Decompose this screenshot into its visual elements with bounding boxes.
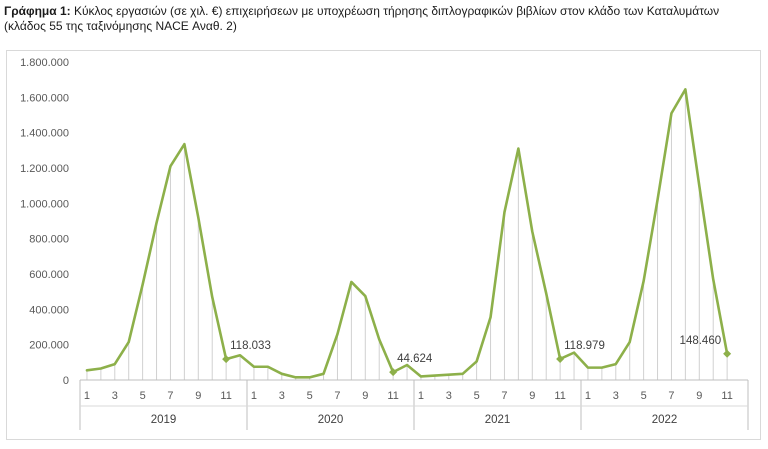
x-tick-label: 5 <box>474 390 480 402</box>
x-tick-label: 5 <box>140 390 146 402</box>
y-tick-label: 1.600.000 <box>20 92 69 104</box>
data-point-marker <box>389 368 398 377</box>
data-label: 118.979 <box>564 340 605 352</box>
y-tick-label: 600.000 <box>29 269 69 281</box>
series-line <box>85 88 729 379</box>
x-tick-label: 11 <box>387 390 398 402</box>
y-tick-label: 1.400.000 <box>20 128 69 140</box>
x-tick-label: 3 <box>112 390 118 402</box>
x-tick-label: 11 <box>554 390 565 402</box>
x-tick-label: 1 <box>585 390 591 402</box>
chart-frame <box>6 50 761 440</box>
x-tick-label: 11 <box>220 390 231 402</box>
year-label: 2021 <box>485 414 511 426</box>
year-label: 2019 <box>151 414 177 426</box>
x-tick-label: 9 <box>696 390 702 402</box>
y-tick-label: 1.200.000 <box>20 163 69 175</box>
data-label: 148.460 <box>680 335 722 347</box>
year-label: 2020 <box>318 414 344 426</box>
x-tick-label: 5 <box>307 390 313 402</box>
y-tick-label: 1.000.000 <box>20 198 69 210</box>
y-tick-label: 800.000 <box>29 234 69 246</box>
data-point-marker <box>723 349 732 358</box>
x-tick-label: 7 <box>668 390 674 402</box>
data-label: 118.033 <box>230 340 271 352</box>
x-tick-label: 1 <box>418 390 424 402</box>
x-tick-label: 7 <box>501 390 507 402</box>
x-tick-label: 11 <box>721 390 732 402</box>
x-tick-label: 5 <box>641 390 647 402</box>
x-tick-label: 9 <box>362 390 368 402</box>
data-point-marker <box>222 355 231 364</box>
y-tick-label: 1.800.000 <box>20 57 69 69</box>
x-tick-label: 3 <box>279 390 285 402</box>
x-tick-label: 9 <box>195 390 201 402</box>
data-label: 44.624 <box>397 353 433 365</box>
x-tick-label: 1 <box>251 390 257 402</box>
data-point-marker <box>556 354 565 363</box>
caption-text: Κύκλος εργασιών (σε χιλ. €) επιχειρήσεων… <box>4 4 720 33</box>
y-tick-label: 200.000 <box>29 340 69 352</box>
year-label: 2022 <box>652 414 678 426</box>
x-tick-label: 9 <box>529 390 535 402</box>
x-tick-label: 3 <box>446 390 452 402</box>
y-tick-label: 0 <box>63 375 69 387</box>
x-tick-label: 3 <box>613 390 619 402</box>
x-tick-label: 7 <box>167 390 173 402</box>
y-tick-label: 400.000 <box>29 304 69 316</box>
x-tick-label: 7 <box>334 390 340 402</box>
chart-caption: Γράφημα 1: Κύκλος εργασιών (σε χιλ. €) ε… <box>4 4 764 34</box>
caption-prefix: Γράφημα 1: <box>4 4 71 18</box>
x-tick-label: 1 <box>84 390 90 402</box>
